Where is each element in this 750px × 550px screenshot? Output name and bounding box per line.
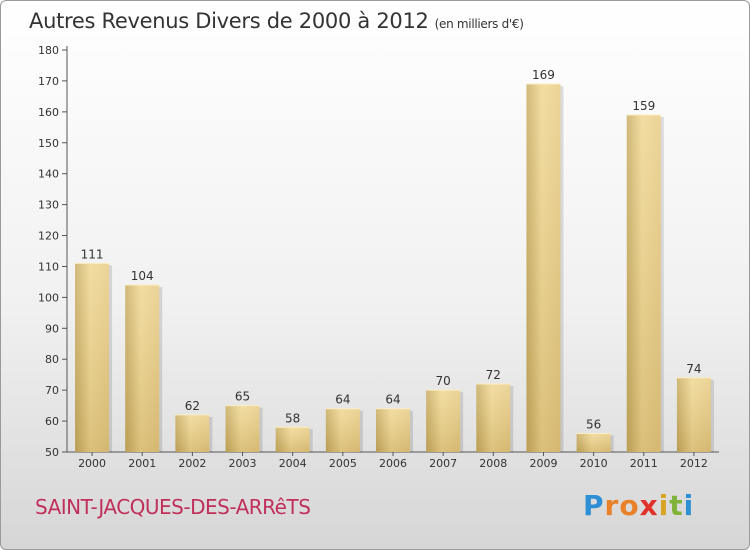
bar-shade bbox=[676, 377, 711, 452]
data-label: 58 bbox=[285, 411, 300, 425]
y-tick-label: 170 bbox=[38, 75, 59, 88]
x-tick-label: 2002 bbox=[178, 457, 206, 470]
bar-shade bbox=[426, 390, 461, 452]
y-tick-label: 120 bbox=[38, 230, 59, 243]
bar-shade bbox=[376, 408, 410, 452]
bar-shade bbox=[325, 408, 360, 452]
y-tick-label: 180 bbox=[38, 44, 59, 57]
x-tick-label: 2012 bbox=[680, 457, 708, 470]
data-label: 169 bbox=[532, 68, 555, 82]
y-tick-label: 80 bbox=[45, 353, 59, 366]
data-label: 72 bbox=[486, 368, 501, 382]
y-tick-label: 60 bbox=[45, 415, 59, 428]
y-tick-label: 50 bbox=[45, 446, 59, 459]
data-label: 64 bbox=[335, 393, 350, 407]
bar-shade bbox=[576, 433, 611, 452]
data-label: 159 bbox=[632, 99, 655, 113]
x-tick-label: 2008 bbox=[479, 457, 507, 470]
bar-shade bbox=[476, 383, 511, 452]
chart-title-text: Autres Revenus Divers de 2000 à 2012 bbox=[29, 9, 429, 33]
y-tick-label: 140 bbox=[38, 168, 59, 181]
logo-letter: x bbox=[639, 489, 659, 522]
bar-shade bbox=[175, 414, 210, 452]
y-tick-label: 70 bbox=[45, 384, 59, 397]
y-tick-label: 110 bbox=[38, 260, 59, 273]
y-tick-label: 90 bbox=[45, 322, 59, 335]
data-label: 62 bbox=[185, 399, 200, 413]
x-tick-label: 2006 bbox=[379, 457, 407, 470]
axes: 50 60 70 80 90 100 110 120 130 140 150 160 170 180 200… bbox=[38, 44, 719, 470]
data-label: 104 bbox=[131, 269, 154, 283]
data-labels: 111 104 62 65 58 64 64 70 72 169 56 159 74 bbox=[81, 68, 702, 431]
proxiti-logo: Proxiti bbox=[583, 489, 694, 522]
data-label: 65 bbox=[235, 390, 250, 404]
x-tick-label: 2010 bbox=[580, 457, 608, 470]
bar-shade bbox=[125, 285, 160, 452]
logo-letter: P bbox=[583, 489, 605, 522]
chart-title: Autres Revenus Divers de 2000 à 2012 (en … bbox=[29, 9, 524, 33]
bar-shade bbox=[225, 405, 260, 452]
logo-letter: i bbox=[658, 489, 670, 522]
x-tick-label: 2001 bbox=[128, 457, 156, 470]
y-tick-label: 160 bbox=[38, 106, 59, 119]
data-label: 56 bbox=[586, 417, 601, 431]
x-tick-label: 2011 bbox=[630, 457, 658, 470]
bar-shade bbox=[275, 427, 310, 452]
data-label: 111 bbox=[81, 247, 104, 261]
logo-letter: i bbox=[683, 489, 695, 522]
bar-shade bbox=[626, 114, 661, 452]
bar-shade bbox=[526, 84, 561, 452]
x-tick-label: 2009 bbox=[529, 457, 557, 470]
x-tick-label: 2003 bbox=[229, 457, 257, 470]
x-tick-label: 2000 bbox=[78, 457, 106, 470]
data-label: 70 bbox=[436, 374, 451, 388]
x-tick-label: 2007 bbox=[429, 457, 457, 470]
bar-shade bbox=[75, 263, 110, 452]
y-tick-label: 100 bbox=[38, 291, 59, 304]
y-tick-label: 130 bbox=[38, 199, 59, 212]
logo-letter: t bbox=[669, 489, 684, 522]
y-tick-label: 150 bbox=[38, 137, 59, 150]
x-tick-label: 2004 bbox=[279, 457, 307, 470]
chart-subtitle: (en milliers d'€) bbox=[434, 17, 524, 31]
bars bbox=[75, 83, 714, 452]
data-label: 74 bbox=[686, 362, 701, 376]
data-label: 64 bbox=[385, 393, 400, 407]
logo-letter: o bbox=[619, 489, 640, 522]
commune-name: SAINT-JACQUES-DES-ARRêTS bbox=[35, 495, 311, 519]
logo-letter: r bbox=[604, 489, 620, 522]
x-tick-label: 2005 bbox=[329, 457, 357, 470]
